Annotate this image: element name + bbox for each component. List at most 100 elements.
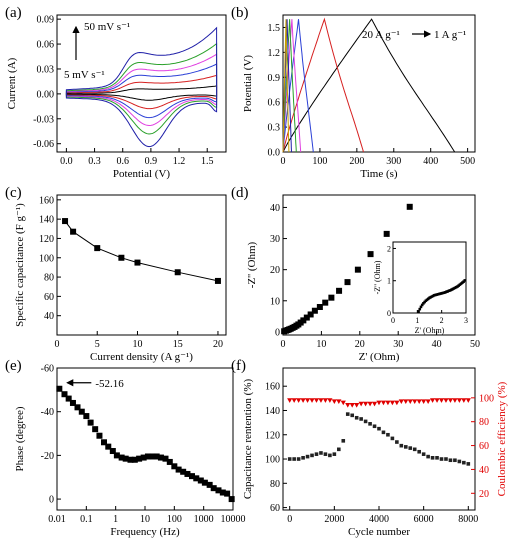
efficiency-point — [438, 398, 445, 403]
retention-point — [430, 456, 435, 460]
x-tick-label: 0.1 — [80, 514, 93, 525]
x-tick-label: 40 — [432, 339, 442, 350]
x-axis-label: Current density (A g⁻¹) — [90, 351, 193, 363]
data-point — [140, 454, 147, 461]
efficiency-point — [322, 398, 329, 403]
y-axis-label: Current (A) — [6, 57, 18, 109]
gcd-curve — [282, 19, 290, 153]
y-right-tick-label: 60 — [479, 441, 489, 452]
x-axis-label: Cycle number — [348, 526, 410, 538]
data-point — [383, 230, 390, 237]
retention-point — [412, 447, 417, 452]
retention-point — [359, 417, 363, 421]
retention-point — [310, 453, 314, 458]
data-point — [94, 245, 101, 252]
panel-label: (a) — [5, 5, 22, 21]
y-axis-label: Capacitance rentention (%) — [242, 379, 254, 500]
y-tick-label: 0.09 — [37, 15, 55, 26]
y-axis-label: Potential (V) — [242, 55, 254, 112]
efficiency-point — [429, 398, 436, 403]
efficiency-point — [389, 400, 395, 406]
x-tick-label: 0.0 — [60, 156, 73, 167]
y-tick-label: 160 — [39, 195, 54, 206]
data-point — [136, 455, 143, 462]
y-tick-label: 30 — [270, 234, 280, 245]
efficiency-point — [412, 399, 418, 405]
annotation-left: 20 A g⁻¹ — [362, 29, 400, 41]
annotation-bottom: 5 mV s⁻¹ — [64, 69, 105, 81]
y-tick-label: 10 — [270, 296, 280, 307]
retention-point — [319, 451, 323, 455]
efficiency-point — [367, 401, 373, 407]
y-tick-label: 60 — [270, 503, 280, 514]
inset-x-tick-label: 2 — [440, 316, 444, 325]
y-right-tick-label: 20 — [479, 489, 489, 500]
x-tick-label: 0 — [287, 514, 292, 525]
panel-label: (c) — [5, 185, 22, 201]
y-tick-label: 120 — [39, 234, 54, 245]
inset-data-point — [419, 305, 423, 309]
efficiency-point — [456, 398, 462, 403]
x-tick-label: 10000 — [221, 514, 246, 525]
efficiency-point — [461, 398, 467, 403]
data-point — [127, 456, 134, 463]
efficiency-point — [380, 400, 387, 406]
panel-f: 0 2000 4000 6000 8000 60 80 100 120 140 160 Cycle n… — [231, 358, 508, 538]
retention-point — [337, 447, 341, 452]
data-point — [175, 466, 182, 473]
inset-y-tick-label: 1 — [387, 277, 391, 286]
retention-point — [408, 446, 413, 450]
data-point — [78, 408, 85, 415]
data-point — [174, 269, 181, 276]
y-tick-label: 100 — [265, 455, 280, 466]
panel-label: (b) — [231, 5, 249, 21]
retention-point — [386, 432, 390, 437]
x-tick-label: 30 — [393, 339, 403, 350]
x-tick-label: 5 — [95, 339, 100, 350]
inset-y-tick-label: 2 — [387, 244, 391, 253]
data-point — [406, 203, 413, 210]
data-point — [184, 470, 191, 477]
efficiency-point — [340, 400, 346, 406]
efficiency-point — [318, 398, 324, 403]
data-point — [328, 294, 335, 301]
retention-point — [328, 453, 332, 458]
data-point — [214, 277, 221, 284]
retention-point — [417, 449, 421, 454]
panel-b: 0 100 200 300 400 500 0.0 0.3 0.6 0.9 1.2 1.5 Time (… — [231, 5, 476, 180]
retention-point — [341, 439, 346, 443]
data-point — [92, 426, 99, 433]
y-tick-label: 160 — [265, 382, 280, 393]
y-right-tick-label: 40 — [479, 465, 489, 476]
x-tick-label: 0 — [281, 156, 286, 167]
retention-point — [372, 424, 377, 429]
data-point — [354, 266, 361, 273]
retention-point — [301, 456, 305, 460]
efficiency-point — [358, 401, 364, 407]
x-tick-label: 20 — [355, 339, 365, 350]
efficiency-point — [354, 402, 360, 408]
y-tick-label: 0.6 — [268, 98, 281, 109]
y-tick-label: -0.06 — [33, 139, 54, 150]
efficiency-point — [398, 399, 404, 405]
retention-point — [457, 459, 462, 464]
panel-label: (d) — [231, 185, 249, 201]
inset-data-point — [420, 303, 424, 307]
retention-point — [292, 457, 296, 461]
panel-a: 0.0 0.3 0.6 0.9 1.2 1.5 -0.06 -0.03 0.00 0.03 0.06… — [5, 5, 227, 180]
retention-point — [377, 426, 381, 431]
efficiency-point — [296, 398, 302, 403]
y-tick-label: 120 — [265, 430, 280, 441]
gcd-curve — [282, 19, 302, 153]
data-point — [162, 455, 169, 462]
data-point — [206, 481, 213, 488]
retention-point — [435, 456, 439, 460]
x-tick-label: 400 — [423, 156, 438, 167]
efficiency-point — [407, 399, 413, 405]
y-axis-label: -Z'' (Ohm) — [246, 241, 258, 288]
retention-point — [462, 460, 466, 465]
efficiency-point — [349, 402, 355, 408]
plot-frame — [282, 367, 476, 511]
